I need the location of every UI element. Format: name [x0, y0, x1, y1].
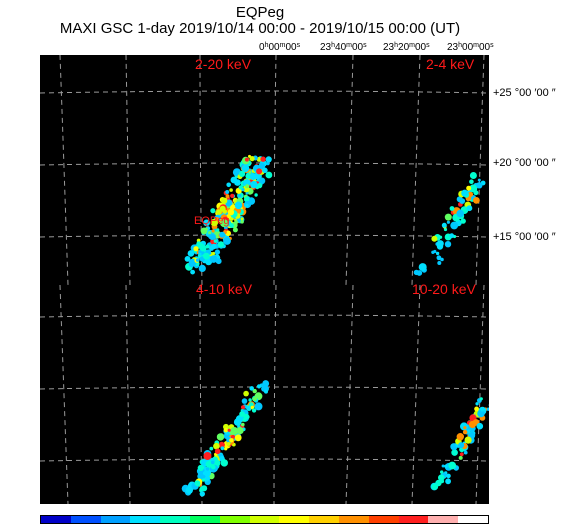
color-scale-step: [160, 516, 190, 523]
panel-label-10-20kev: 10-20 keV: [412, 281, 476, 297]
coordinate-grid: [40, 55, 489, 504]
ra-label: 23h40m00s: [320, 42, 367, 53]
color-scale-step: [398, 516, 429, 523]
sky-map: 2-20 keV 2-4 keV 4-10 keV 10-20 keV EQPe…: [40, 55, 489, 504]
color-scale-step: [41, 516, 71, 523]
ra-label: 0h00m00s: [259, 42, 301, 53]
ra-label: 23h00m00s: [447, 42, 494, 53]
panel-label-2-20kev: 2-20 keV: [195, 56, 252, 72]
panel-label-2-4kev: 2-4 keV: [426, 56, 475, 72]
page-title: EQPeg: [235, 4, 285, 21]
dec-label-25: +25 °00 ′00 ″: [493, 87, 556, 99]
panel-label-4-10kev: 4-10 keV: [196, 281, 253, 297]
source-label: EQPeg: [194, 215, 230, 227]
dec-label-15: +15 °00 ′00 ″: [493, 231, 556, 243]
color-scale-step: [338, 516, 369, 523]
color-scale-step: [130, 516, 161, 523]
color-scale-step: [189, 516, 220, 523]
color-scale-bar: [40, 515, 489, 524]
color-scale-step: [249, 516, 280, 523]
color-scale-step: [428, 516, 459, 523]
color-scale-step: [70, 516, 101, 523]
color-scale-step: [279, 516, 310, 523]
color-scale-step: [368, 516, 399, 523]
dec-label-20: +20 °00 ′00 ″: [493, 157, 556, 169]
color-scale-step: [219, 516, 250, 523]
color-scale-step: [309, 516, 339, 523]
observation-subtitle: MAXI GSC 1-day 2019/10/14 00:00 - 2019/1…: [59, 20, 461, 37]
color-scale-step: [100, 516, 131, 523]
ra-label: 23h20m00s: [383, 42, 430, 53]
color-scale-step: [458, 516, 488, 523]
